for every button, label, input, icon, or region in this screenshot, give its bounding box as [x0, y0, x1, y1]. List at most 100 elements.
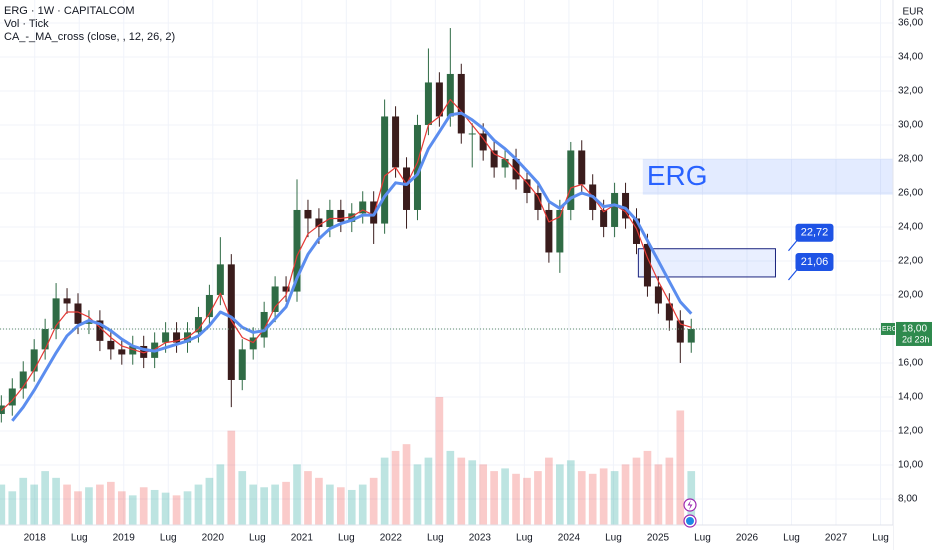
volume-bar [326, 484, 334, 525]
volume-bar [293, 464, 301, 525]
volume-bar [380, 457, 389, 525]
y-tick-label: 20,00 [898, 290, 923, 301]
volume-bar [347, 489, 356, 525]
symbol-tag-label: ERG [882, 326, 897, 333]
volume-bar [150, 489, 159, 525]
candle-body [545, 209, 553, 253]
candle-body [8, 388, 16, 406]
candle-body [632, 218, 641, 244]
volume-bar [534, 471, 542, 525]
candle-body [413, 124, 421, 210]
x-tick-label: 2019 [113, 533, 136, 544]
candle-body [622, 192, 630, 219]
event-icon-glyph [687, 500, 693, 510]
banner-text: ERG [647, 160, 708, 191]
moving-average-line [11, 111, 693, 422]
volume-bar [315, 477, 323, 525]
candle-body [74, 303, 82, 324]
volume-bar [52, 477, 60, 525]
volume-bar [556, 464, 564, 525]
volume-bar [610, 471, 619, 525]
x-tick-label: Lug [160, 533, 177, 544]
y-tick-label: 26,00 [898, 188, 923, 199]
volume-bar [588, 473, 597, 525]
candle-body [249, 337, 257, 350]
candle-body [359, 201, 367, 214]
symbol-tag [881, 322, 895, 335]
candle-body [403, 167, 411, 210]
volume-bar [260, 487, 268, 525]
volume-bar [468, 460, 477, 525]
candle-body [567, 150, 575, 210]
x-tick-label: Lug [71, 533, 88, 544]
candle-body [293, 209, 301, 292]
y-tick-label: 14,00 [898, 392, 923, 403]
volume-bar [117, 491, 126, 525]
volume-bar [161, 492, 170, 525]
candle-body [173, 332, 181, 343]
event-icon-glyph [686, 517, 694, 525]
candle-body [600, 209, 608, 227]
banner-box [642, 158, 893, 195]
last-price-label: 18,00 [902, 324, 927, 335]
x-tick-label: Lug [249, 533, 266, 544]
volume-bar [621, 464, 630, 525]
volume-bar [194, 484, 203, 525]
volume-bar [424, 457, 433, 525]
x-tick-label: Lug [872, 533, 889, 544]
zone-tag-label: 21,06 [801, 256, 829, 268]
volume-bar [63, 484, 71, 525]
volume-bar [457, 457, 466, 525]
y-tick-label: 12,00 [898, 426, 923, 437]
y-tick-label: 28,00 [898, 154, 923, 165]
chart-title: ERG · 1W · CAPITALCOM [4, 5, 135, 17]
y-tick-label: 34,00 [898, 52, 923, 63]
volume-bar [643, 450, 652, 525]
candle-body [63, 298, 71, 304]
candle-body [194, 317, 202, 333]
candle-body [140, 345, 148, 358]
candle-body [424, 82, 432, 125]
last-price-tag [896, 321, 932, 346]
x-tick-label: 2020 [202, 533, 225, 544]
volume-bar [479, 464, 488, 525]
candle-body [578, 150, 586, 185]
y-tick-label: 30,00 [898, 120, 923, 131]
x-tick-label: Lug [605, 533, 622, 544]
volume-bar [523, 477, 531, 525]
candle-body [238, 349, 246, 380]
volume-bar [490, 471, 498, 525]
candle-body [85, 320, 93, 324]
indicator-label: CA_-_MA_cross (close, , 12, 26, 2) [4, 31, 175, 43]
candle-body [611, 192, 619, 227]
candle-body [304, 209, 312, 219]
volume-bar [227, 430, 236, 525]
volume-bar [8, 491, 17, 525]
y-tick-label: 22,00 [898, 256, 923, 267]
candle-body [446, 73, 454, 117]
volume-bar [205, 477, 214, 525]
volume-bar [271, 484, 279, 525]
volume-bar [128, 495, 137, 525]
candle-body [129, 345, 137, 355]
zone-tag-label: 22,72 [801, 227, 829, 239]
volume-bar [566, 460, 575, 525]
x-tick-label: 2026 [736, 533, 759, 544]
x-tick-label: 2027 [825, 533, 848, 544]
candle-body [479, 133, 487, 151]
volume-bar [358, 484, 367, 525]
volume-bar [687, 471, 696, 525]
volume-bar [238, 471, 247, 525]
candle-body [52, 298, 60, 329]
volume-bar [413, 464, 422, 525]
candle-body [216, 264, 224, 295]
volume-bar [30, 484, 39, 525]
volume-bar [85, 487, 93, 525]
candle-body [348, 213, 356, 222]
x-tick-label: 2018 [24, 533, 47, 544]
volume-bar [19, 477, 28, 525]
time-axis-panel [0, 525, 893, 550]
volume-bar [654, 464, 663, 525]
volume-bar [41, 471, 49, 525]
candle-body [107, 340, 115, 350]
